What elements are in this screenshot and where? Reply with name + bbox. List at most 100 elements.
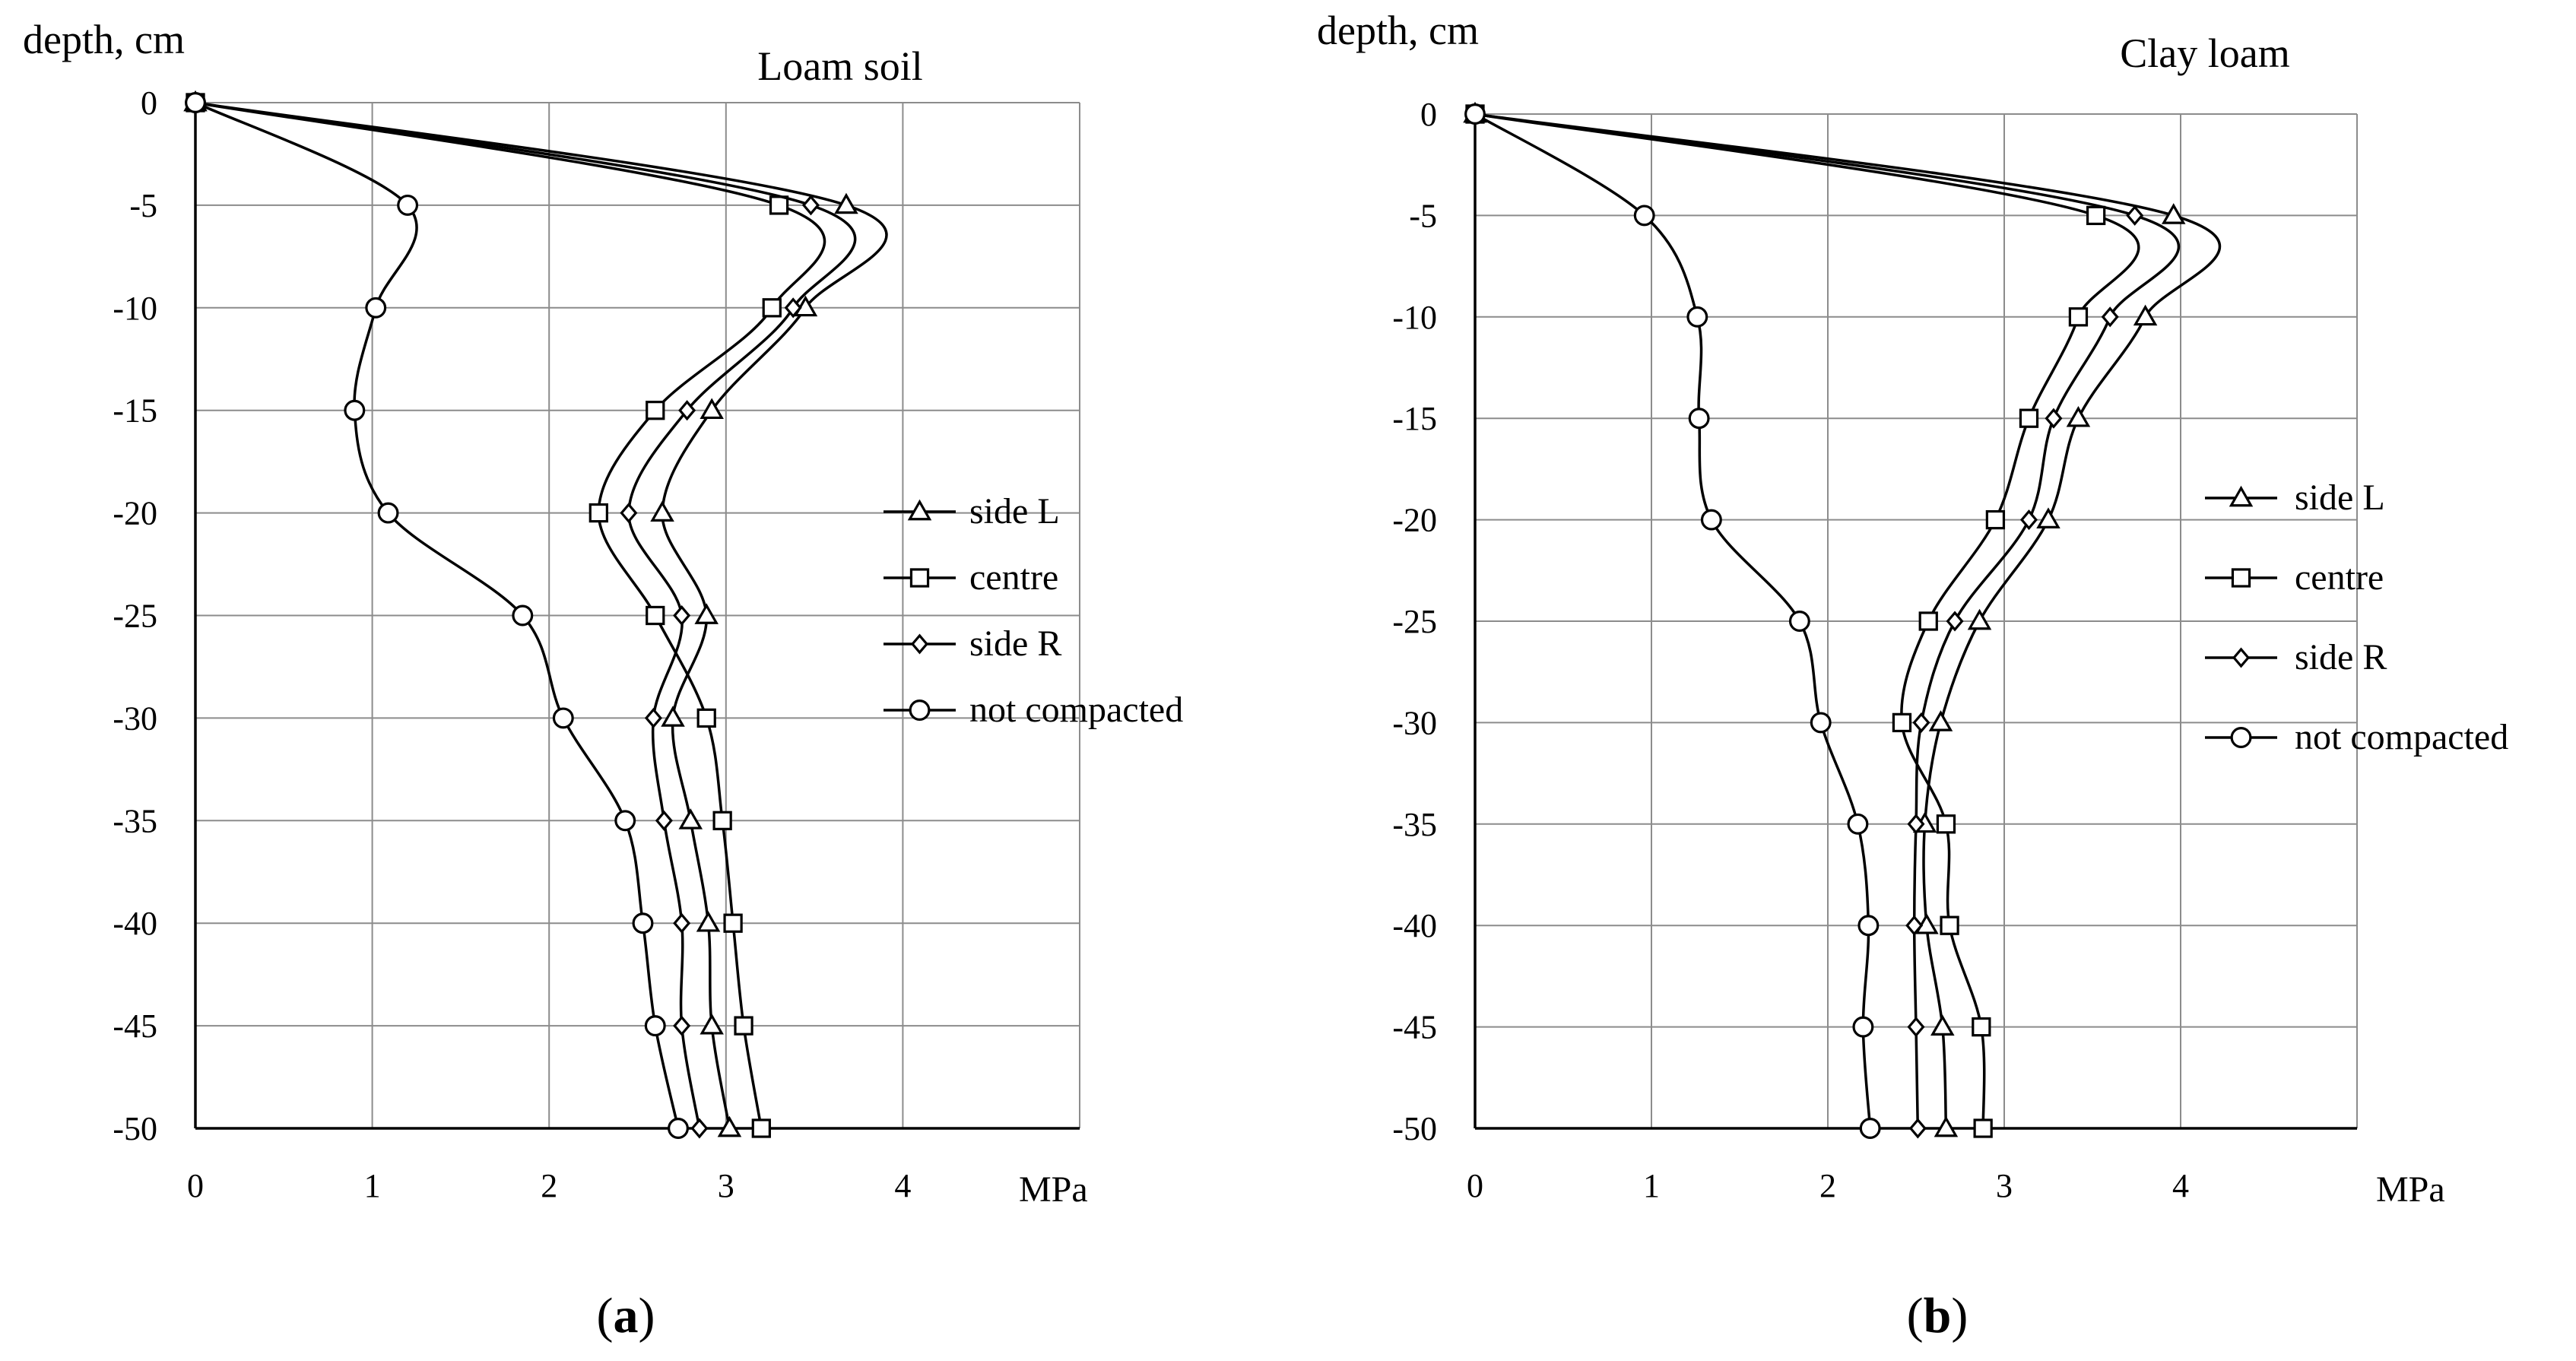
data-point-marker	[1967, 608, 1992, 630]
data-point-marker	[1912, 712, 1930, 733]
data-point-marker	[717, 1115, 742, 1137]
y-tick-label: 0	[1420, 96, 1437, 133]
data-point-marker	[1928, 710, 1953, 731]
x-tick-label: 0	[1467, 1167, 1483, 1204]
legend-marker	[2232, 647, 2250, 668]
data-point-marker	[620, 503, 638, 524]
y-tick-label: -20	[113, 495, 157, 532]
y-tick-label: -35	[1392, 806, 1437, 843]
data-point-marker	[673, 1015, 691, 1036]
y-tick-label: -30	[113, 700, 157, 737]
data-point-marker	[834, 192, 858, 214]
legend-label: centre	[2295, 557, 2384, 598]
gridlines	[195, 102, 1080, 1129]
data-point-marker	[365, 297, 387, 319]
legend-label: centre	[969, 557, 1058, 598]
data-point-marker	[700, 398, 724, 420]
chart-panel-b: 0 -5 -10 -15 -20 -25 -30 -35 -40 -45 -50 0 1 2 3 4 Clay …	[1317, 8, 2508, 1344]
data-point-marker	[2086, 205, 2106, 226]
data-point-marker	[673, 604, 691, 627]
data-point-marker	[1688, 408, 1710, 430]
data-point-marker	[1946, 611, 1964, 632]
series-side-r	[186, 92, 857, 1139]
y-tick-label: -5	[1409, 197, 1437, 234]
data-point-marker	[646, 401, 665, 420]
data-point-marker	[646, 605, 665, 626]
data-point-marker	[661, 706, 685, 727]
data-point-marker	[1810, 712, 1832, 734]
data-point-marker	[1905, 915, 1924, 936]
data-point-marker	[1918, 611, 1938, 631]
legend-marker	[2229, 485, 2254, 507]
y-tick-label: -45	[113, 1007, 157, 1045]
x-axis-label: MPa	[2376, 1169, 2445, 1210]
data-point-marker	[1940, 915, 1959, 935]
y-tick-label: -45	[1392, 1009, 1437, 1046]
x-tick-label: 4	[2172, 1167, 2189, 1204]
data-point-marker	[673, 912, 691, 934]
legend-label: not compacted	[969, 690, 1183, 730]
data-point-marker	[1907, 1017, 1925, 1038]
series-not-compacted	[185, 92, 689, 1139]
x-tick-label: 3	[1996, 1167, 2013, 1204]
y-tick-label: 0	[141, 84, 157, 122]
chart-title: Clay loam	[2120, 30, 2289, 76]
data-point-marker	[1857, 915, 1880, 937]
x-tick-label: 2	[541, 1167, 557, 1204]
data-point-marker	[1847, 813, 1869, 835]
data-point-marker	[2133, 304, 2158, 326]
data-point-marker	[2161, 203, 2186, 224]
y-axis-label: depth, cm	[1317, 8, 1479, 53]
data-point-marker	[2066, 405, 2091, 427]
y-tick-label: -40	[113, 905, 157, 942]
legend-marker	[909, 568, 930, 588]
chart-title: Loam soil	[757, 43, 922, 89]
panel-label: (a)	[597, 1288, 655, 1344]
data-point-marker	[588, 503, 608, 523]
legend: side L centre side R not compacted	[884, 491, 1183, 730]
data-point-marker	[784, 297, 802, 319]
legend-label: side R	[2295, 637, 2387, 677]
y-tick-label: -5	[129, 187, 157, 224]
data-point-marker	[2126, 205, 2144, 226]
chart-panel-a: 0 -5 -10 -15 -20 -25 -30 -35 -40 -45 -50 0 1 2 3 4 Loam …	[23, 17, 1183, 1344]
legend-marker	[2231, 568, 2251, 588]
series-side-r	[1466, 103, 2181, 1139]
data-point-marker	[1859, 1118, 1881, 1139]
data-point-marker	[1892, 712, 1912, 733]
data-point-marker	[552, 707, 574, 729]
y-axis-label: depth, cm	[23, 17, 185, 62]
data-point-marker	[723, 913, 743, 933]
data-point-marker	[1934, 1115, 1959, 1137]
x-tick-label: 2	[1819, 1167, 1836, 1204]
x-tick-label: 3	[718, 1167, 734, 1204]
data-point-marker	[734, 1016, 753, 1036]
data-point-marker	[1908, 1118, 1927, 1139]
x-axis-label: MPa	[1019, 1169, 1088, 1210]
legend-marker	[907, 499, 932, 521]
y-tick-label: -30	[1392, 704, 1437, 741]
y-tick-label: -25	[113, 598, 157, 635]
data-point-marker	[632, 912, 654, 934]
legend-marker	[909, 700, 931, 721]
data-point-marker	[751, 1118, 771, 1138]
y-tick-label: -50	[1392, 1110, 1437, 1147]
data-point-marker	[762, 298, 782, 318]
data-point-marker	[2036, 507, 2060, 528]
y-tick-label: -15	[1392, 400, 1437, 437]
data-point-marker	[1985, 509, 2006, 530]
data-point-marker	[1907, 814, 1925, 835]
data-point-marker	[377, 502, 399, 524]
data-point-marker	[655, 810, 673, 831]
legend-label: side L	[969, 491, 1060, 531]
data-point-marker	[678, 808, 703, 830]
data-point-marker	[1464, 103, 1486, 125]
series-not-compacted	[1464, 103, 1881, 1139]
data-point-marker	[644, 707, 662, 728]
data-point-marker	[185, 92, 206, 113]
data-point-marker	[696, 910, 721, 932]
data-point-marker	[1633, 205, 1655, 227]
data-point-marker	[694, 603, 719, 624]
data-point-marker	[650, 500, 674, 522]
data-point-marker	[2045, 408, 2063, 429]
